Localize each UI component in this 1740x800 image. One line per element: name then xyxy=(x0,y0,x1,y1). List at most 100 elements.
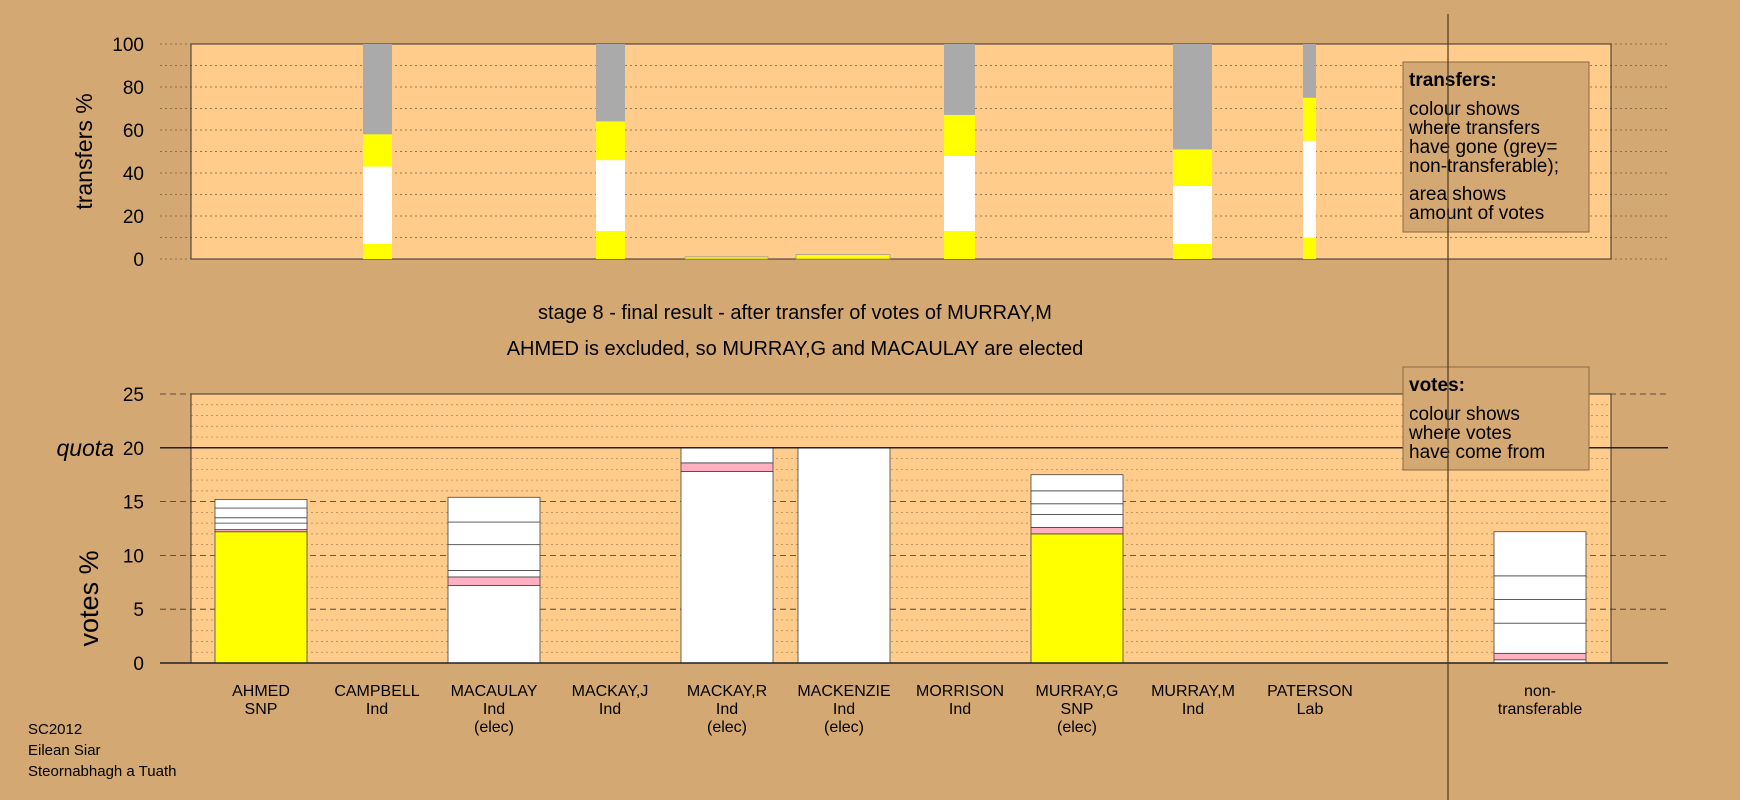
vote-segment xyxy=(1493,652,1587,661)
vote-segment xyxy=(1030,490,1124,505)
votes-plot-area xyxy=(191,394,1611,663)
transfer-segment xyxy=(1173,149,1212,186)
category-label: PATERSON xyxy=(1267,683,1353,700)
category-label: (elec) xyxy=(1057,719,1097,736)
vote-segment xyxy=(1030,514,1124,528)
transfer-segment xyxy=(363,166,392,244)
transfers-y-axis-label: transfers % xyxy=(71,93,97,209)
category-label: (elec) xyxy=(707,719,747,736)
category-label: AHMED xyxy=(232,683,290,700)
transfer-segment xyxy=(363,44,392,135)
vote-segment xyxy=(680,471,774,664)
legend-votes-line: where votes xyxy=(1408,423,1511,444)
vote-segment xyxy=(214,522,308,530)
vote-segment xyxy=(680,447,774,464)
transfer-segment xyxy=(363,243,392,259)
transfer-segment xyxy=(1173,243,1212,259)
transfers-chart: 0 20 40 60 80 100 transfers % xyxy=(71,35,1668,271)
category-label: (elec) xyxy=(474,719,514,736)
category-label: MACKAY,R xyxy=(687,683,767,700)
transfer-segment xyxy=(944,155,975,232)
legend-transfers-line: amount of votes xyxy=(1409,203,1544,224)
footer-line: SC2012 xyxy=(28,721,82,738)
vote-segment xyxy=(797,447,891,664)
vote-segment xyxy=(447,576,541,586)
stage-title: stage 8 - final result - after transfer … xyxy=(538,302,1052,324)
vote-segment xyxy=(1030,527,1124,535)
category-label: MACKAY,J xyxy=(572,683,649,700)
vote-segment xyxy=(447,544,541,571)
category-label: non- xyxy=(1524,683,1556,700)
legend-votes: votes: colour shows where votes have com… xyxy=(1402,366,1590,471)
category-label: SNP xyxy=(1061,701,1094,718)
vote-segment xyxy=(214,531,308,664)
category-label: Lab xyxy=(1297,701,1324,718)
quota-label: quota xyxy=(56,435,114,461)
votes-y-tick-label: 10 xyxy=(123,546,144,567)
transfer-segment xyxy=(596,121,625,161)
vote-segment xyxy=(1493,531,1587,577)
transfers-y-tick-label: 80 xyxy=(123,78,144,99)
footer: SC2012 Eilean Siar Steornabhagh a Tuath xyxy=(28,721,176,780)
vote-segment xyxy=(1030,474,1124,492)
transfer-segment xyxy=(944,114,975,156)
legend-votes-box xyxy=(1402,366,1590,471)
vote-segment xyxy=(1030,503,1124,515)
legend-transfers-line: non-transferable); xyxy=(1409,156,1559,177)
transfer-segment xyxy=(684,256,769,260)
category-label: Ind xyxy=(483,701,505,718)
transfer-segment xyxy=(363,134,392,167)
legend-transfers-box xyxy=(1402,61,1590,233)
vote-segment xyxy=(1493,575,1587,600)
votes-y-tick-label: 25 xyxy=(123,385,144,406)
transfer-segment xyxy=(1303,97,1316,141)
category-label: MACKENZIE xyxy=(797,683,890,700)
transfers-y-tick-label: 40 xyxy=(123,164,144,185)
category-label: Ind xyxy=(1182,701,1204,718)
vote-segment xyxy=(447,521,541,546)
vote-segment xyxy=(1030,533,1124,664)
transfer-segment xyxy=(1303,140,1316,238)
transfers-y-tick-label: 0 xyxy=(133,250,144,271)
transfers-y-tick-label: 20 xyxy=(123,207,144,228)
category-label: Ind xyxy=(716,701,738,718)
vote-segment xyxy=(1493,622,1587,654)
category-label: MACAULAY xyxy=(451,683,538,700)
transfer-segment xyxy=(795,254,891,260)
legend-transfers-line: have gone (grey= xyxy=(1409,137,1557,158)
transfer-segment xyxy=(596,231,625,259)
vote-segment xyxy=(447,570,541,578)
category-label: Ind xyxy=(366,701,388,718)
vote-segment xyxy=(214,517,308,524)
category-label: Ind xyxy=(599,701,621,718)
transfer-segment xyxy=(1173,44,1212,150)
transfer-segment xyxy=(596,44,625,122)
legend-transfers-heading: transfers: xyxy=(1409,70,1497,91)
legend-votes-line: have come from xyxy=(1409,442,1545,463)
category-label: MURRAY,G xyxy=(1036,683,1119,700)
vote-segment xyxy=(214,499,308,509)
votes-y-tick-label: 15 xyxy=(123,493,144,514)
category-label: (elec) xyxy=(824,719,864,736)
transfer-segment xyxy=(1303,237,1316,259)
category-label: Ind xyxy=(949,701,971,718)
vote-segment xyxy=(214,507,308,519)
votes-y-axis-label: votes % xyxy=(74,550,104,646)
footer-line: Steornabhagh a Tuath xyxy=(28,763,176,780)
transfer-segment xyxy=(1173,185,1212,244)
legend-votes-heading: votes: xyxy=(1409,375,1465,396)
category-label: transferable xyxy=(1498,701,1583,718)
legend-transfers: transfers: colour shows where transfers … xyxy=(1402,61,1590,233)
legend-votes-line: colour shows xyxy=(1409,404,1520,425)
vote-segment xyxy=(680,462,774,472)
vote-segment xyxy=(447,585,541,664)
legend-transfers-line: colour shows xyxy=(1409,99,1520,120)
category-label: Ind xyxy=(833,701,855,718)
vote-segment xyxy=(1493,599,1587,624)
transfers-y-tick-label: 60 xyxy=(123,121,144,142)
category-label: CAMPBELL xyxy=(334,683,419,700)
votes-y-tick-label: 0 xyxy=(133,654,144,675)
result-title: AHMED is excluded, so MURRAY,G and MACAU… xyxy=(507,338,1084,360)
